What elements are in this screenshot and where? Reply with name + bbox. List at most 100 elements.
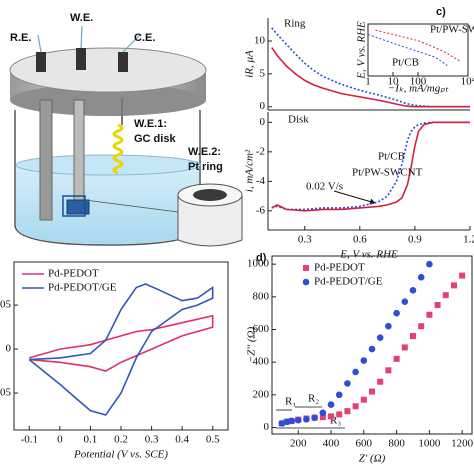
- y-tick-label: 5: [260, 67, 266, 79]
- point: [344, 408, 351, 415]
- y-axis-label: −Z'' (Ω): [246, 327, 258, 364]
- x-axis-label: Z' (Ω): [359, 453, 386, 465]
- series-line: [28, 283, 214, 416]
- annotation: R₃: [330, 415, 341, 427]
- legend-label: Pd-PEDOT/GE: [48, 282, 117, 294]
- x-tick-label: 600: [356, 438, 373, 450]
- point: [459, 272, 466, 279]
- x-tick-label: 800: [388, 438, 405, 450]
- diagram-label: C.E.: [134, 32, 155, 44]
- y-tick-label: -2: [256, 145, 265, 157]
- series-label: Pt/PW-SWCNT: [352, 167, 423, 179]
- series-line: [271, 121, 470, 211]
- diagram-label: Pt ring: [188, 161, 223, 173]
- annotation: Ring: [284, 18, 306, 30]
- x-tick-label: 200: [290, 438, 307, 450]
- x-tick-label: 1.2: [463, 234, 474, 246]
- point: [385, 322, 392, 330]
- point: [368, 345, 376, 353]
- point: [360, 357, 368, 364]
- y-axis-label: iR, μA: [244, 50, 256, 78]
- x-tick-label: 0.9: [408, 234, 422, 246]
- point: [393, 355, 400, 362]
- series-line: [29, 314, 214, 372]
- point: [327, 401, 335, 408]
- plot-frame: [13, 261, 229, 431]
- point: [417, 273, 425, 281]
- x-tick-label: 0.1: [84, 434, 98, 446]
- point: [377, 378, 384, 385]
- point: [335, 391, 343, 399]
- diagram-label: W.E.2:: [188, 146, 221, 158]
- diagram-label: W.E.: [70, 12, 93, 24]
- y-tick-label: 800: [253, 290, 270, 302]
- x-tick-label: 0.2: [114, 434, 128, 446]
- y-tick-label: 0: [260, 116, 266, 128]
- y-tick-label: 200: [253, 388, 270, 400]
- point: [393, 309, 400, 317]
- legend-label: Pd-PEDOT: [314, 262, 365, 274]
- point: [434, 301, 441, 308]
- point: [409, 286, 417, 294]
- x-tick-label: 100: [410, 76, 427, 88]
- series-line: [375, 29, 461, 62]
- legend-swatch: [302, 278, 310, 286]
- series-label: Pt/CB: [378, 151, 405, 163]
- y-tick-label: 1000: [247, 258, 270, 270]
- diagram-label: W.E.1:: [134, 118, 167, 130]
- point: [409, 333, 416, 340]
- x-tick-label: 0.5: [206, 434, 220, 446]
- point: [418, 323, 425, 330]
- point: [426, 311, 433, 318]
- x-tick-label: 0: [57, 434, 63, 446]
- point: [283, 418, 291, 426]
- series-line: [271, 121, 470, 212]
- series-label: Pt/CB: [392, 57, 419, 69]
- point: [376, 334, 384, 341]
- series-line: [367, 33, 448, 67]
- annotation: 0.02 V/s: [306, 181, 343, 193]
- point: [311, 414, 318, 421]
- x-tick-label: 0.3: [298, 234, 312, 246]
- point: [401, 344, 408, 351]
- cell-diagram: [9, 25, 243, 247]
- y-tick-label: -0.05: [0, 387, 11, 399]
- y-tick-label: 0: [6, 343, 12, 355]
- point: [328, 413, 335, 420]
- point: [369, 388, 375, 395]
- diagram-label: R.E.: [10, 32, 31, 44]
- y-tick-label: 0: [260, 100, 266, 112]
- x-tick-label: 1000: [418, 438, 441, 450]
- x-tick-label: 400: [323, 438, 340, 450]
- resistance-arrows: [276, 406, 345, 429]
- point: [352, 368, 359, 376]
- x-tick-label: 0.4: [175, 434, 189, 446]
- point: [336, 411, 343, 418]
- diagram-label: GC disk: [134, 133, 176, 145]
- point: [442, 292, 449, 299]
- x-tick-label: 1200: [451, 438, 474, 450]
- point: [401, 298, 409, 306]
- y-tick-label: -6: [256, 204, 266, 216]
- series-line: [271, 47, 470, 108]
- annotation: Disk: [288, 114, 309, 126]
- point: [450, 282, 457, 289]
- point: [319, 414, 326, 421]
- x-axis-label: Potential (V vs. SCE): [73, 449, 168, 461]
- y-tick-label: 0: [264, 421, 270, 433]
- y-tick-label: 0.05: [0, 299, 12, 311]
- x-tick-label: 10: [388, 76, 400, 88]
- point: [385, 367, 392, 374]
- y-tick-label: 600: [253, 323, 270, 335]
- point: [344, 380, 351, 387]
- y-tick-label: 10: [254, 35, 266, 47]
- x-axis-label: −Iₖ, mA/mgₚₜ: [388, 83, 449, 95]
- point: [426, 260, 433, 268]
- point: [319, 409, 327, 417]
- annotation: R₁: [285, 396, 296, 408]
- legend-label: Pd-PEDOT: [48, 268, 99, 280]
- series-label: Pt/PW-SWCNT: [430, 24, 474, 36]
- x-tick-label: 10⁴: [461, 76, 474, 88]
- x-tick-label: 0.6: [353, 234, 367, 246]
